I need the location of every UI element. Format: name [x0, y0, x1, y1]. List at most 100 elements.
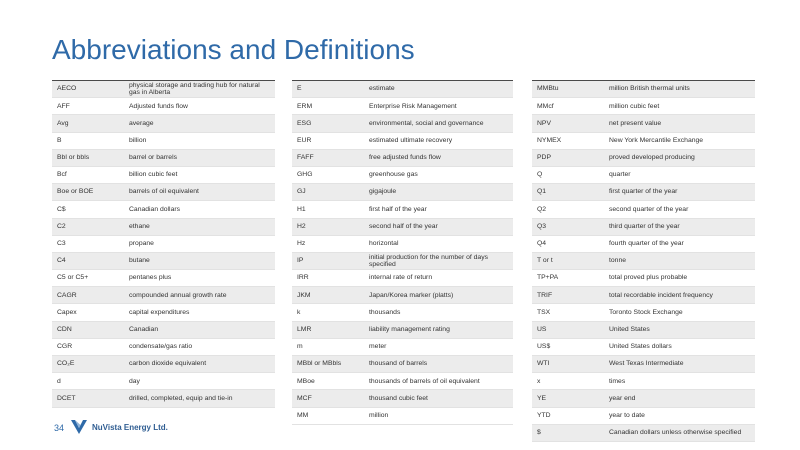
definition: total recordable incident frequency [609, 291, 713, 299]
table-row: IP initial production for the number of d… [292, 252, 513, 271]
definition: million British thermal units [609, 85, 690, 93]
table-row: CAGR compounded annual growth rate [52, 287, 275, 305]
definition: United States [609, 325, 650, 333]
table-row: US$ United States dollars [532, 339, 755, 356]
abbreviation: NPV [537, 119, 551, 127]
definition: meter [369, 343, 387, 351]
abbreviation: TP+PA [537, 274, 559, 282]
definition: environmental, social and governance [369, 119, 484, 127]
abbreviation: x [537, 377, 541, 385]
table-row: m meter [292, 339, 513, 356]
definition: thousand cubic feet [369, 394, 428, 402]
definition: fourth quarter of the year [609, 240, 684, 248]
definition: average [129, 119, 154, 127]
abbreviation: MMcf [537, 102, 554, 110]
abbreviation: GJ [297, 188, 306, 196]
definition: propane [129, 240, 154, 248]
abbreviation: m [297, 343, 303, 351]
definition: horizontal [369, 240, 399, 248]
definition: Japan/Korea marker (platts) [369, 291, 454, 299]
table-row: H2 second half of the year [292, 218, 513, 236]
table-row: C2 ethane [52, 218, 275, 236]
abbreviation: IP [297, 257, 304, 265]
table-row: GJ gigajoule [292, 184, 513, 202]
abbreviation: Avg [57, 119, 69, 127]
definition: first half of the year [369, 205, 427, 213]
table-row: ERM Enterprise Risk Management [292, 98, 513, 116]
abbreviation: H1 [297, 205, 306, 213]
abbreviation: NYMEX [537, 136, 562, 144]
abbreviation: C5 or C5+ [57, 274, 89, 282]
table-row: FAFF free adjusted funds flow [292, 149, 513, 167]
table-row: Avg average [52, 115, 275, 133]
abbreviation: MBbl or MBbls [297, 360, 342, 368]
definition: thousand of barrels [369, 360, 428, 368]
definition: million [369, 411, 389, 419]
definition: thousands of barrels of oil equivalent [369, 377, 480, 385]
abbreviation: AECO [57, 85, 77, 93]
table-row: TSX Toronto Stock Exchange [532, 304, 755, 322]
table-row: ESG environmental, social and governance [292, 115, 513, 133]
table-row: C5 or C5+ pentanes plus [52, 270, 275, 288]
abbreviation: C$ [57, 205, 66, 213]
definition: free adjusted funds flow [369, 154, 441, 162]
table-row: MBoe thousands of barrels of oil equivale… [292, 373, 513, 391]
definition: Enterprise Risk Management [369, 102, 457, 110]
definition: Adjusted funds flow [129, 102, 188, 110]
table-row: k thousands [292, 304, 513, 322]
abbreviation: Q3 [537, 222, 547, 230]
table-row: NPV net present value [532, 115, 755, 133]
abbreviation: JKM [297, 291, 311, 299]
table-3: MMBtu million British thermal units MMcf mi… [532, 80, 755, 442]
definition: second half of the year [369, 222, 438, 230]
abbreviation: WTI [537, 360, 550, 368]
table-row: H1 first half of the year [292, 201, 513, 219]
definition: year to date [609, 411, 645, 419]
table-row: Q4 fourth quarter of the year [532, 236, 755, 253]
table-row: US United States [532, 321, 755, 339]
abbreviation: EUR [297, 136, 312, 144]
table-row: CDN Canadian [52, 321, 275, 339]
abbreviation: YTD [537, 411, 551, 419]
abbreviation: TRIF [537, 291, 553, 299]
abbreviation: T or t [537, 257, 553, 265]
table-row: GHG greenhouse gas [292, 167, 513, 185]
table-row: TP+PA total proved plus probable [532, 270, 755, 288]
abbreviation: US$ [537, 343, 551, 351]
table-row: CGR condensate/gas ratio [52, 339, 275, 356]
definition: Canadian dollars [129, 205, 181, 213]
definition: times [609, 377, 626, 385]
definition: drilled, completed, equip and tie-in [129, 394, 233, 402]
table-row: MBbl or MBbls thousand of barrels [292, 356, 513, 374]
definition: pentanes plus [129, 274, 172, 282]
definition: barrels of oil equivalent [129, 188, 199, 196]
definition: United States dollars [609, 343, 672, 351]
abbreviation: MMBtu [537, 85, 559, 93]
table-row: NYMEX New York Mercantile Exchange [532, 133, 755, 150]
abbreviation: ESG [297, 119, 312, 127]
definition: capital expenditures [129, 308, 190, 316]
table-row: IRR internal rate of return [292, 270, 513, 288]
table-row: YTD year to date [532, 408, 755, 425]
definition: million cubic feet [609, 102, 660, 110]
table-row: Bcf billion cubic feet [52, 167, 275, 185]
definition: Toronto Stock Exchange [609, 308, 683, 316]
abbreviation: LMR [297, 325, 312, 333]
definition: internal rate of return [369, 274, 433, 282]
abbreviation: E [297, 85, 302, 93]
abbreviation: C4 [57, 257, 66, 265]
table-row: TRIF total recordable incident frequency [532, 287, 755, 305]
definition: thousands [369, 308, 401, 316]
abbreviation: TSX [537, 308, 551, 316]
definition: condensate/gas ratio [129, 343, 193, 351]
definition: estimated ultimate recovery [369, 136, 453, 144]
table-row: LMR liability management rating [292, 321, 513, 339]
definition: New York Mercantile Exchange [609, 136, 704, 144]
definition: initial production for the number of day… [369, 253, 489, 268]
abbreviation: C3 [57, 240, 66, 248]
company-name: NuVista Energy Ltd. [92, 423, 168, 432]
table-1: AECO physical storage and trading hub for… [52, 80, 275, 408]
